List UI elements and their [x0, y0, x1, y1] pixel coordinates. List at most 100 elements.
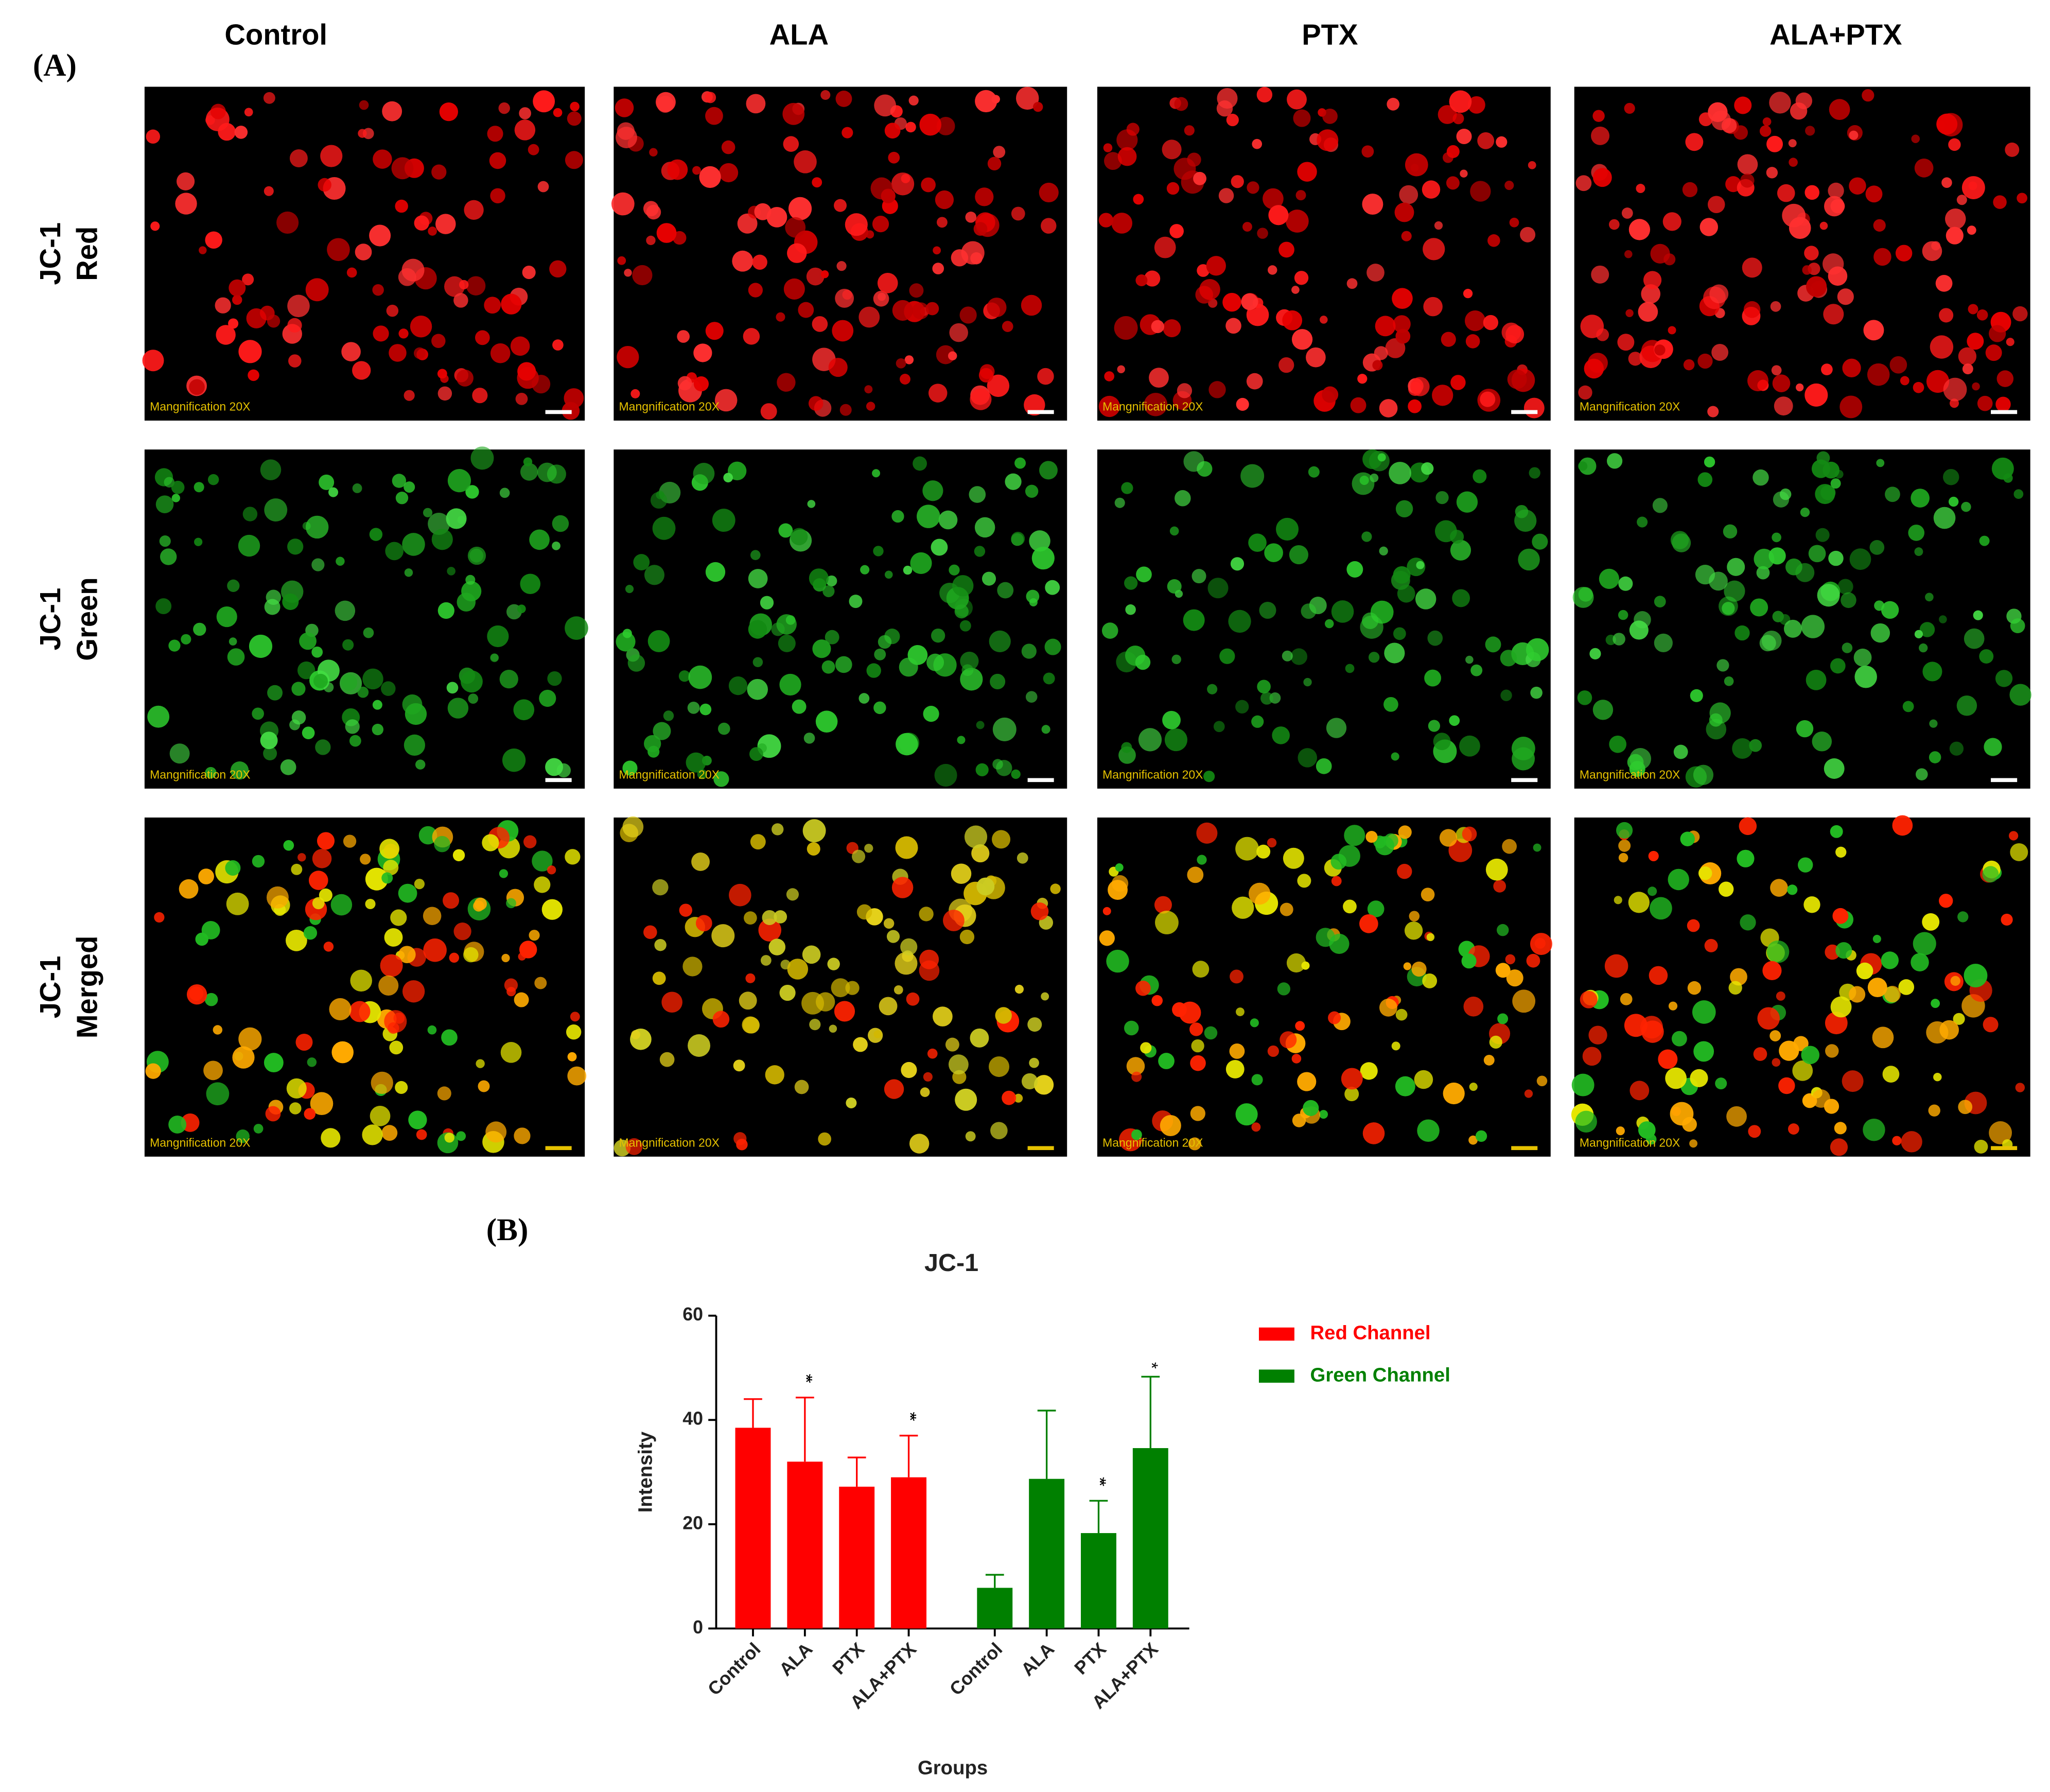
cell [210, 103, 226, 119]
cell [760, 403, 777, 420]
cell [441, 1029, 458, 1046]
cell [189, 986, 204, 1001]
cell [216, 325, 236, 345]
cell [1645, 1134, 1657, 1145]
cell [762, 910, 777, 925]
cell [633, 554, 650, 570]
cell [1856, 962, 1873, 980]
cell [1773, 491, 1790, 508]
cell [743, 328, 760, 345]
cell [899, 657, 918, 677]
cell [1772, 1058, 1781, 1067]
cell [383, 860, 399, 876]
cell [959, 620, 971, 632]
cell [1606, 453, 1623, 469]
cell [1125, 604, 1136, 615]
scale-bar [1511, 410, 1538, 414]
cell [783, 278, 805, 300]
cell [1438, 105, 1457, 124]
cell [1591, 126, 1610, 145]
cell [649, 148, 658, 157]
cell [931, 538, 948, 556]
cell [1636, 184, 1645, 194]
cell [987, 374, 1010, 397]
cell [1506, 969, 1523, 987]
cell [249, 634, 273, 658]
cell [1192, 961, 1210, 978]
cell [552, 515, 569, 532]
cell [1162, 140, 1182, 160]
cell [323, 942, 334, 952]
cell [1962, 363, 1973, 375]
cell [1723, 524, 1738, 539]
cell [617, 345, 639, 369]
cell [891, 877, 914, 898]
cell [305, 278, 329, 302]
cell [1160, 1115, 1181, 1137]
caption: Mangnification 20X [1102, 768, 1203, 781]
cell [1293, 109, 1311, 127]
cell [464, 200, 484, 220]
cell [312, 849, 332, 868]
cell [1941, 177, 1952, 188]
cell [1640, 1016, 1663, 1039]
cell [1473, 469, 1487, 483]
cell [1294, 271, 1309, 285]
cell [404, 568, 413, 577]
cell [1401, 231, 1412, 241]
cell [381, 681, 396, 696]
cell [404, 734, 426, 756]
cell [2009, 684, 2031, 706]
cell [404, 390, 415, 401]
cell [342, 639, 354, 651]
cell [1379, 546, 1388, 556]
cell [1526, 638, 1549, 662]
cell [391, 157, 414, 180]
cell [1126, 123, 1140, 136]
cell [1480, 391, 1496, 407]
cell [1495, 963, 1511, 978]
cell [827, 958, 840, 970]
cell [1485, 636, 1501, 653]
cell [1582, 1047, 1602, 1066]
cell [446, 682, 459, 694]
cell [193, 622, 206, 636]
cell [970, 252, 983, 265]
cell [352, 361, 371, 380]
cell [975, 90, 997, 113]
cell [1689, 1139, 1698, 1148]
caption: Mangnification 20X [619, 1136, 720, 1149]
cell [1824, 758, 1845, 779]
cell [1099, 930, 1115, 946]
cell [864, 844, 873, 853]
cell [373, 149, 392, 169]
cell [1849, 177, 1866, 195]
cell [1452, 113, 1464, 125]
cell [1322, 386, 1339, 403]
cell [1301, 603, 1317, 619]
cell [992, 759, 1003, 770]
cell [954, 604, 969, 619]
cell [831, 978, 850, 998]
cell [1033, 1075, 1054, 1095]
cell [1950, 976, 1960, 986]
cell [1908, 525, 1925, 541]
cell [1743, 301, 1761, 318]
cell [1025, 691, 1038, 703]
cell [1658, 1049, 1678, 1069]
cell [1754, 548, 1775, 569]
cell [534, 977, 547, 989]
cell [1604, 954, 1628, 978]
cell [1515, 504, 1529, 518]
cell [216, 606, 237, 628]
cell [801, 991, 825, 1015]
cell [537, 462, 557, 482]
cell [992, 830, 1011, 849]
cell [1984, 738, 2002, 756]
cell [1131, 1129, 1142, 1140]
cell [1391, 752, 1399, 761]
cell [1964, 628, 1985, 649]
cell [267, 685, 283, 701]
cell [794, 150, 817, 173]
cell [748, 569, 768, 588]
